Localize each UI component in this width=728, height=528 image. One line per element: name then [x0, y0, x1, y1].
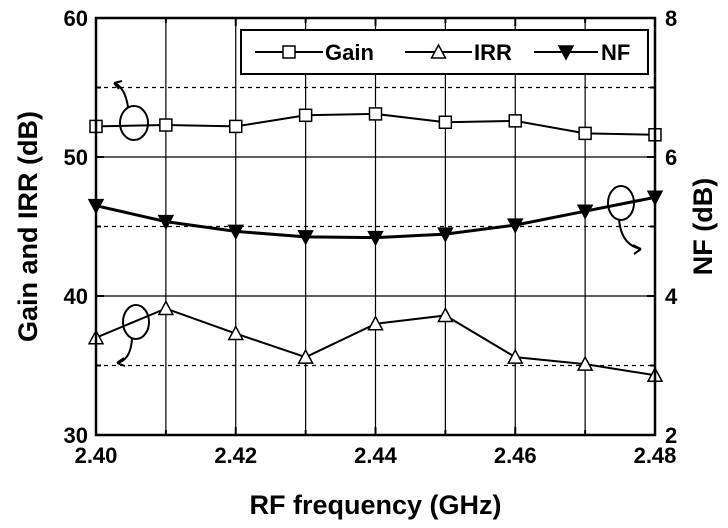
legend-item-gain: Gain — [255, 40, 374, 65]
legend-label: NF — [601, 40, 630, 65]
axis-annotations — [113, 80, 642, 367]
y-left-tick-label: 30 — [64, 423, 88, 448]
grid — [96, 18, 655, 435]
series-nf — [87, 190, 664, 247]
legend-item-nf: NF — [534, 40, 630, 65]
x-tick-label: 2.44 — [354, 443, 398, 468]
data-point-nf — [157, 214, 175, 231]
y-axis-left-title: Gain and IRR (dB) — [13, 111, 43, 342]
data-point-gain — [368, 107, 383, 121]
data-point-nf — [437, 227, 454, 243]
axis-indicator-arrow — [116, 337, 133, 367]
y-left-tick-label: 50 — [64, 145, 88, 170]
tick-labels: 2.40 2.42 2.44 2.46 2.48 30 40 50 60 2 4 6 8 — [64, 6, 678, 468]
legend-label: Gain — [325, 40, 374, 65]
x-tick-label: 2.42 — [214, 443, 257, 468]
legend-swatch-marker — [557, 45, 575, 61]
data-point-irr — [157, 299, 175, 316]
y-right-tick-label: 2 — [665, 423, 677, 448]
data-point-irr — [297, 348, 314, 364]
x-tick-label: 2.40 — [75, 443, 118, 468]
data-point-irr — [437, 306, 454, 323]
data-point-gain — [508, 114, 522, 128]
data-point-nf — [367, 230, 384, 247]
y-left-tick-label: 60 — [64, 6, 88, 31]
data-point-nf — [227, 224, 245, 240]
legend-label: IRR — [474, 40, 512, 65]
legend: Gain IRR NF — [240, 29, 649, 75]
y-right-tick-label: 8 — [665, 6, 677, 31]
y-axis-right-title: NF (dB) — [688, 178, 718, 275]
data-point-gain — [578, 126, 592, 141]
data-point-nf — [576, 204, 594, 220]
axis-indicator-arrow — [113, 80, 129, 108]
data-point-irr — [506, 348, 524, 364]
data-point-gain — [438, 115, 453, 129]
data-point-gain — [298, 108, 313, 123]
axis-indicator-ellipse — [122, 304, 150, 340]
data-point-irr — [576, 355, 594, 371]
y-right-tick-label: 6 — [665, 145, 677, 170]
x-tick-label: 2.46 — [494, 443, 537, 468]
data-point-nf — [506, 218, 524, 234]
series-irr — [87, 299, 664, 382]
axis-indicator-arrow — [618, 218, 642, 255]
data-point-irr — [367, 315, 384, 331]
data-point-irr — [227, 324, 245, 341]
y-left-tick-label: 40 — [64, 284, 88, 309]
axis-indicator-ellipse — [119, 105, 149, 141]
data-point-nf — [297, 230, 314, 246]
y-right-tick-label: 4 — [665, 284, 678, 309]
data-point-gain — [229, 119, 243, 134]
axis-indicator — [116, 304, 150, 367]
x-axis-title: RF frequency (GHz) — [249, 490, 501, 520]
axis-indicator — [113, 80, 149, 141]
data-point-gain — [159, 118, 173, 132]
axis-indicator — [607, 185, 642, 255]
axis-indicator-ellipse — [607, 185, 635, 221]
legend-swatch-marker — [430, 43, 447, 59]
legend-item-irr: IRR — [405, 40, 512, 65]
x-tick-label: 2.48 — [634, 443, 677, 468]
legend-swatch-marker — [282, 45, 296, 59]
